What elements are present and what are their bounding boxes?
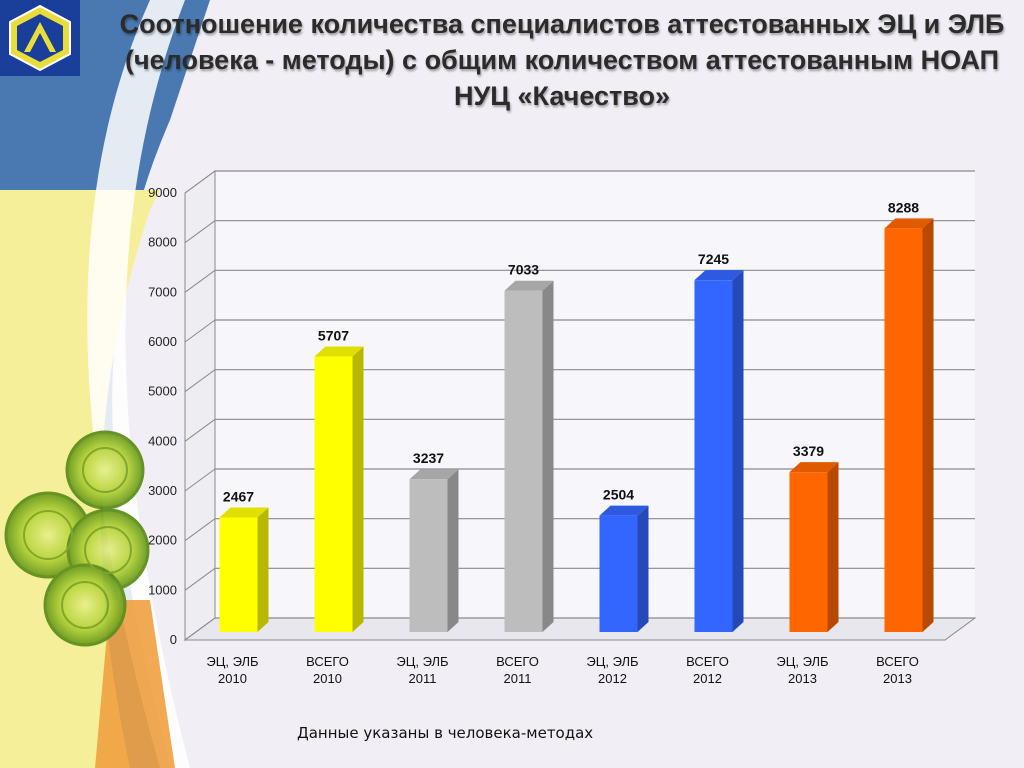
data-label: 8288 [888, 199, 919, 215]
x-tick-label: 2013 [788, 671, 817, 686]
chart-side-wall [184, 170, 216, 641]
bar-top [789, 462, 839, 473]
y-tick-label: 8000 [148, 235, 177, 250]
bar [694, 280, 733, 632]
bar-side [257, 507, 269, 632]
bar-side [732, 270, 744, 632]
x-tick-label: ВСЕГО [686, 654, 729, 669]
orange-tower [95, 600, 175, 768]
x-tick-label: 2010 [218, 671, 247, 686]
footnote: Данные указаны в человека-методах [297, 724, 594, 742]
y-tick-label: 5000 [148, 384, 177, 399]
bar-top [884, 218, 934, 229]
x-tick-label: ВСЕГО [876, 654, 919, 669]
x-tick-label: 2013 [883, 671, 912, 686]
chart-back-wall [215, 171, 975, 618]
chart-floor [183, 617, 977, 641]
bar-side [922, 218, 934, 632]
bar-top [694, 270, 744, 281]
bar [504, 290, 543, 632]
bar [219, 517, 258, 632]
data-label: 3237 [413, 450, 444, 466]
data-label: 7245 [698, 251, 729, 267]
y-tick-label: 9000 [148, 185, 177, 200]
gridline-diagonal [184, 567, 216, 591]
x-tick-label: ЭЦ, ЭЛБ [206, 654, 258, 669]
x-tick-label: 2010 [313, 671, 342, 686]
bar [884, 228, 923, 632]
bar-side [352, 346, 364, 632]
y-tick-label: 0 [170, 632, 177, 647]
x-tick-label: ЭЦ, ЭЛБ [776, 654, 828, 669]
organization-logo [0, 0, 80, 76]
x-tick-label: 2012 [598, 671, 627, 686]
x-tick-label: 2011 [504, 671, 532, 686]
y-tick-label: 4000 [148, 433, 177, 448]
bar [409, 479, 448, 632]
data-label: 2467 [223, 488, 254, 504]
data-label: 7033 [508, 262, 539, 278]
bar-side [447, 469, 459, 632]
gridline-diagonal [184, 170, 216, 194]
x-tick-label: ВСЕГО [496, 654, 539, 669]
x-tick-label: ЭЦ, ЭЛБ [396, 654, 448, 669]
y-tick-label: 3000 [148, 483, 177, 498]
x-tick-label: 2012 [693, 671, 722, 686]
gridline-diagonal [184, 418, 216, 442]
y-tick-label: 1000 [148, 582, 177, 597]
x-tick-label: 2011 [409, 671, 437, 686]
gridline-diagonal [184, 220, 216, 244]
bar-top [504, 280, 554, 291]
bar-side [827, 462, 839, 632]
y-tick-label: 6000 [148, 334, 177, 349]
bar-top [599, 505, 649, 516]
y-tick-label: 7000 [148, 284, 177, 299]
bar-top [409, 469, 459, 480]
gridline-diagonal [184, 617, 216, 641]
data-label: 2504 [603, 487, 634, 503]
bar [314, 356, 353, 632]
white-arc [87, 0, 190, 768]
bar-side [637, 505, 649, 632]
x-tick-label: ЭЦ, ЭЛБ [586, 654, 638, 669]
decorative-trees [4, 430, 150, 647]
gridline-diagonal [184, 269, 216, 293]
gridline-diagonal [184, 518, 216, 542]
bar-top [219, 507, 269, 518]
x-tick-label: ВСЕГО [306, 654, 349, 669]
gridline-diagonal [184, 369, 216, 393]
page-title: Соотношение количества специалистов атте… [119, 9, 1005, 111]
gridline-diagonal [184, 319, 216, 343]
bar-side [542, 280, 554, 632]
bar [599, 515, 638, 632]
data-label: 3379 [793, 443, 824, 459]
bar [789, 472, 828, 632]
bar-top [314, 346, 364, 357]
gridline-diagonal [184, 468, 216, 492]
data-label: 5707 [318, 328, 349, 344]
y-tick-label: 2000 [148, 533, 177, 548]
